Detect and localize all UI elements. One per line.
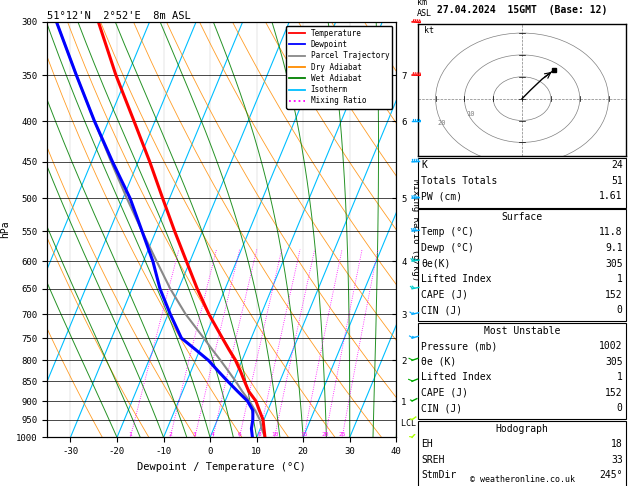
- Text: EH: EH: [421, 439, 433, 450]
- Text: 305: 305: [605, 259, 623, 269]
- Text: Lifted Index: Lifted Index: [421, 274, 492, 284]
- Text: 10: 10: [466, 111, 474, 117]
- Text: θe(K): θe(K): [421, 259, 451, 269]
- Text: LCL: LCL: [396, 419, 416, 428]
- Text: 1002: 1002: [599, 341, 623, 351]
- Text: 1: 1: [617, 372, 623, 382]
- Text: Surface: Surface: [501, 212, 543, 222]
- Text: 152: 152: [605, 388, 623, 398]
- X-axis label: Dewpoint / Temperature (°C): Dewpoint / Temperature (°C): [137, 462, 306, 472]
- Text: 1: 1: [617, 274, 623, 284]
- Text: CAPE (J): CAPE (J): [421, 290, 469, 300]
- Legend: Temperature, Dewpoint, Parcel Trajectory, Dry Adiabat, Wet Adiabat, Isotherm, Mi: Temperature, Dewpoint, Parcel Trajectory…: [286, 26, 392, 108]
- Text: 15: 15: [300, 432, 308, 436]
- Text: Temp (°C): Temp (°C): [421, 227, 474, 238]
- Text: 25: 25: [338, 432, 346, 436]
- Text: 2: 2: [169, 432, 172, 436]
- Text: 51: 51: [611, 176, 623, 186]
- Text: 27.04.2024  15GMT  (Base: 12): 27.04.2024 15GMT (Base: 12): [437, 5, 607, 15]
- Text: 1.61: 1.61: [599, 191, 623, 202]
- Text: K: K: [421, 160, 427, 171]
- Text: 1: 1: [128, 432, 132, 436]
- Text: 11.8: 11.8: [599, 227, 623, 238]
- Text: Dewp (°C): Dewp (°C): [421, 243, 474, 253]
- Text: km
ASL: km ASL: [417, 0, 432, 17]
- Text: CIN (J): CIN (J): [421, 403, 462, 414]
- Text: Totals Totals: Totals Totals: [421, 176, 498, 186]
- Text: 4: 4: [211, 432, 215, 436]
- Text: 24: 24: [611, 160, 623, 171]
- Text: 18: 18: [611, 439, 623, 450]
- Text: 0: 0: [617, 403, 623, 414]
- Text: 10: 10: [271, 432, 278, 436]
- Text: Pressure (mb): Pressure (mb): [421, 341, 498, 351]
- Text: 152: 152: [605, 290, 623, 300]
- Y-axis label: Mixing Ratio (g/kg): Mixing Ratio (g/kg): [411, 178, 420, 281]
- Text: © weatheronline.co.uk: © weatheronline.co.uk: [470, 474, 574, 484]
- Text: 9.1: 9.1: [605, 243, 623, 253]
- Text: 245°: 245°: [599, 470, 623, 481]
- Text: StmDir: StmDir: [421, 470, 457, 481]
- Text: CAPE (J): CAPE (J): [421, 388, 469, 398]
- Text: 305: 305: [605, 357, 623, 367]
- Text: 3: 3: [193, 432, 197, 436]
- Text: 20: 20: [437, 120, 445, 126]
- Text: 6: 6: [238, 432, 242, 436]
- Text: kt: kt: [424, 26, 434, 35]
- Text: Most Unstable: Most Unstable: [484, 326, 560, 336]
- Text: Hodograph: Hodograph: [496, 424, 548, 434]
- Text: CIN (J): CIN (J): [421, 305, 462, 315]
- Text: SREH: SREH: [421, 455, 445, 465]
- Text: PW (cm): PW (cm): [421, 191, 462, 202]
- Text: Lifted Index: Lifted Index: [421, 372, 492, 382]
- Text: 33: 33: [611, 455, 623, 465]
- Text: 20: 20: [321, 432, 329, 436]
- Text: 0: 0: [617, 305, 623, 315]
- Text: θe (K): θe (K): [421, 357, 457, 367]
- Y-axis label: hPa: hPa: [1, 221, 11, 239]
- Text: 8: 8: [257, 432, 261, 436]
- Text: 51°12'N  2°52'E  8m ASL: 51°12'N 2°52'E 8m ASL: [47, 11, 191, 21]
